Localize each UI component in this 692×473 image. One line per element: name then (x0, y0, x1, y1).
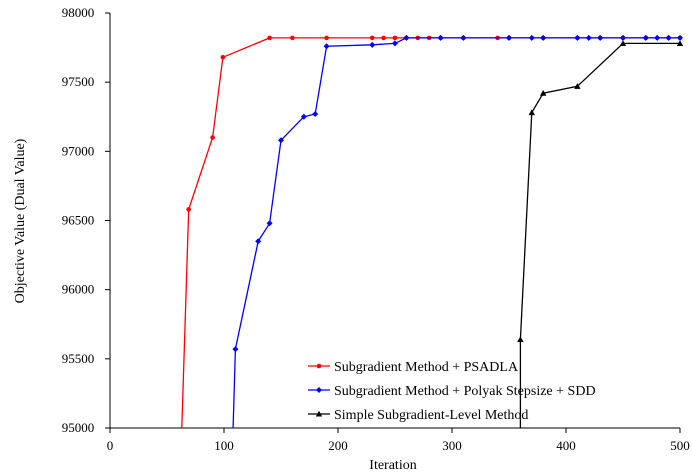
series-3 (517, 40, 684, 428)
data-point (266, 220, 273, 227)
y-tick-label: 98000 (62, 5, 95, 20)
x-axis-label: Iteration (369, 458, 416, 473)
data-point (528, 34, 535, 41)
legend-item: Subgradient Method + PSADLA (308, 360, 519, 375)
data-point (267, 35, 272, 41)
y-tick-label: 97500 (62, 74, 95, 89)
data-point (392, 40, 398, 47)
legend-marker (316, 363, 322, 369)
data-point (369, 41, 376, 48)
data-point (528, 109, 535, 116)
legend-item: Subgradient Method + Polyak Stepsize + S… (308, 384, 596, 399)
data-point (460, 34, 467, 41)
plot-area (181, 34, 684, 429)
x-tick-label: 0 (107, 438, 114, 453)
x-tick-label: 200 (328, 438, 348, 453)
data-point (506, 34, 512, 41)
data-point (574, 34, 581, 41)
data-point (290, 35, 295, 41)
data-point (324, 35, 329, 41)
data-point (517, 336, 524, 343)
y-tick-label: 95500 (62, 351, 95, 366)
series-2 (232, 34, 683, 429)
data-point (620, 34, 626, 41)
data-point (278, 137, 284, 144)
x-tick-label: 400 (556, 438, 576, 453)
data-point (654, 34, 661, 41)
y-tick-label: 96000 (62, 282, 95, 297)
data-point (642, 34, 649, 41)
data-point (381, 35, 386, 41)
data-point (403, 34, 410, 41)
series-line (232, 37, 680, 429)
data-point (585, 34, 592, 41)
legend: Subgradient Method + PSADLA Subgradient M… (308, 360, 596, 423)
axes: 95000 95500 96000 96500 97000 97500 98000 0 100 2… (62, 5, 690, 453)
legend-marker (316, 387, 322, 393)
data-point (210, 135, 215, 140)
legend-label: Subgradient Method + PSADLA (334, 360, 519, 375)
data-point (392, 35, 398, 41)
data-point (540, 90, 547, 96)
y-tick-label: 96500 (62, 213, 95, 228)
data-point (323, 43, 330, 50)
data-point (665, 34, 672, 41)
legend-marker (315, 410, 323, 417)
data-point (220, 54, 226, 60)
data-point (676, 40, 684, 46)
data-point (437, 34, 444, 41)
data-point (540, 34, 547, 41)
y-axis-label: Objective Value (Dual Value) (13, 138, 28, 303)
data-point (574, 83, 581, 89)
series-line (519, 42, 680, 428)
legend-item: Simple Subgradient-Level Method (308, 408, 528, 423)
data-point (677, 34, 683, 41)
data-point (186, 207, 191, 212)
legend-label: Simple Subgradient-Level Method (334, 408, 528, 423)
data-point (232, 346, 239, 353)
data-point (369, 35, 375, 41)
data-point (300, 113, 307, 120)
y-tick-label: 95000 (62, 420, 95, 435)
x-tick-label: 500 (670, 438, 690, 453)
data-point (619, 40, 627, 46)
y-tick-label: 97000 (62, 143, 95, 158)
data-point (597, 34, 604, 41)
data-point (255, 238, 262, 245)
x-tick-label: 100 (214, 438, 234, 453)
data-point (312, 110, 319, 117)
x-tick-label: 300 (442, 438, 462, 453)
legend-label: Subgradient Method + Polyak Stepsize + S… (334, 384, 596, 399)
